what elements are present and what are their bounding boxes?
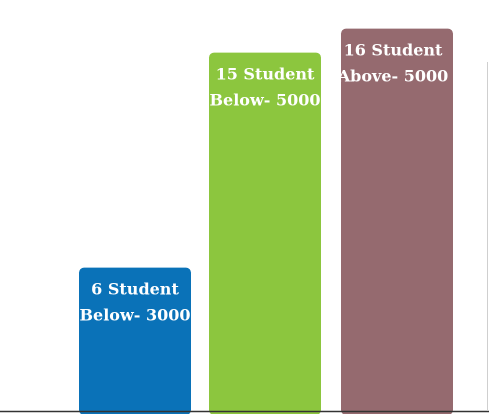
bar-3 <box>341 28 453 414</box>
bar-1 <box>79 267 191 414</box>
bar-2-label-line-2: Below- 5000 <box>210 91 321 110</box>
bar-3-label-line-2: Above- 5000 <box>337 67 449 86</box>
bar-1-label-line-2: Below- 3000 <box>80 306 191 325</box>
bar-2 <box>209 52 321 414</box>
bar-3-label-line-1: 16 Student <box>344 41 443 60</box>
bar-1-label-line-1: 6 Student <box>91 280 179 299</box>
bar-2-label-line-1: 15 Student <box>216 65 315 84</box>
